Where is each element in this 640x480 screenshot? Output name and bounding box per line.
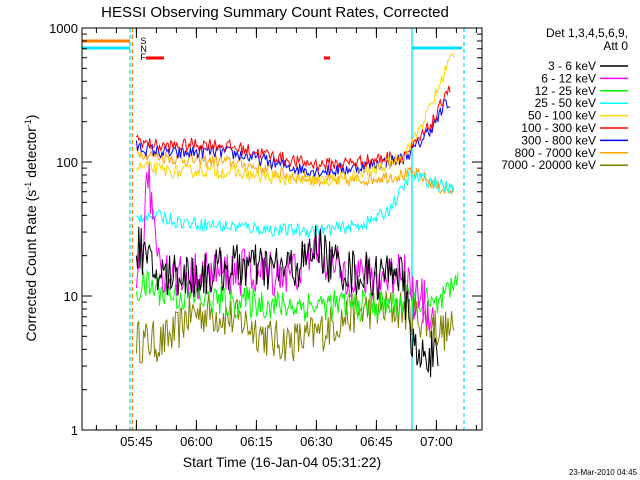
plot-frame — [81, 27, 483, 431]
series-line — [136, 85, 451, 172]
flag-label: F — [140, 52, 146, 62]
attenuator-markers — [129, 28, 465, 430]
date-stamp: 23-Mar-2010 04:45 — [569, 468, 638, 477]
axes: 1 10 100 1000 05:45 06:00 06:15 06:30 06:45 07:00 — [49, 21, 483, 449]
legend-entry-label: 6 - 12 keV — [541, 71, 596, 85]
legend-entry-label: 7000 - 20000 keV — [501, 158, 596, 172]
x-axis-label: Start Time (16-Jan-04 05:31:22) — [183, 454, 381, 470]
series-line — [136, 170, 455, 239]
x-tick-label: 06:00 — [180, 434, 213, 449]
series-layer — [135, 52, 459, 378]
y-axis-label-sup2: -1 — [23, 119, 33, 127]
legend-entry-label: 3 - 6 keV — [548, 59, 596, 73]
observing-flags: SNF — [82, 36, 462, 62]
legend-entry-label: 800 - 7000 keV — [515, 146, 596, 160]
legend-entry-label: 12 - 25 keV — [535, 84, 596, 98]
y-tick-label: 100 — [56, 155, 78, 170]
flag-label: N — [140, 44, 147, 54]
y-axis-label-end: ) — [23, 115, 39, 120]
legend-header-attenuator: Att 0 — [603, 39, 628, 53]
x-tick-label: 07:00 — [420, 434, 453, 449]
x-tick-label: 05:45 — [120, 434, 153, 449]
legend-entry-label: 50 - 100 keV — [528, 109, 596, 123]
chart-title: HESSI Observing Summary Count Rates, Cor… — [101, 4, 449, 21]
legend-entry-label: 100 - 300 keV — [521, 121, 596, 135]
y-tick-label: 10 — [64, 289, 78, 304]
y-tick-label: 1 — [71, 423, 78, 438]
y-axis-label-mid: detector — [23, 127, 39, 182]
flag-label: S — [140, 36, 146, 46]
series-line — [135, 52, 455, 188]
x-tick-label: 06:15 — [240, 434, 273, 449]
x-tick-label: 06:30 — [300, 434, 333, 449]
legend-entry-label: 25 - 50 keV — [535, 96, 596, 110]
legend-header-detectors: Det 1,3,4,5,6,9, — [546, 26, 628, 40]
y-axis-label-sup1: -1 — [23, 182, 33, 190]
y-tick-label: 1000 — [49, 21, 78, 36]
series-line — [135, 99, 451, 179]
legend-entry-label: 300 - 800 keV — [521, 133, 596, 147]
y-axis-label-main: Corrected Count Rate (s — [23, 190, 39, 342]
x-tick-label: 06:45 — [360, 434, 393, 449]
y-axis-label: Corrected Count Rate (s-1 detector-1) — [23, 115, 39, 342]
series-line — [135, 225, 439, 378]
